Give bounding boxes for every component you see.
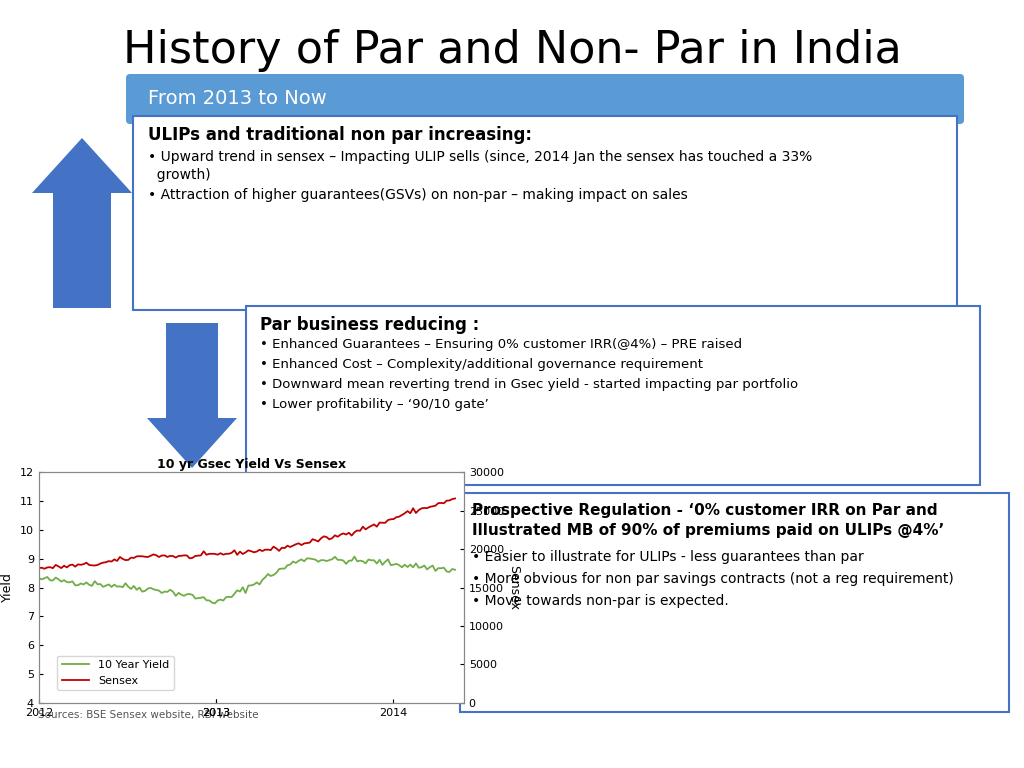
FancyBboxPatch shape — [460, 493, 1009, 712]
Text: • Easier to illustrate for ULIPs - less guarantees than par: • Easier to illustrate for ULIPs - less … — [472, 550, 864, 564]
Text: Prospective Regulation - ‘0% customer IRR on Par and: Prospective Regulation - ‘0% customer IR… — [472, 503, 938, 518]
Title: 10 yr Gsec Yield Vs Sensex: 10 yr Gsec Yield Vs Sensex — [157, 458, 346, 471]
FancyBboxPatch shape — [126, 74, 964, 124]
FancyArrow shape — [147, 323, 237, 468]
Legend: 10 Year Yield, Sensex: 10 Year Yield, Sensex — [57, 656, 174, 690]
Text: Par business reducing :: Par business reducing : — [260, 316, 479, 334]
Text: ULIPs and traditional non par increasing:: ULIPs and traditional non par increasing… — [148, 126, 532, 144]
Text: • Upward trend in sensex – Impacting ULIP sells (since, 2014 Jan the sensex has : • Upward trend in sensex – Impacting ULI… — [148, 150, 812, 164]
Y-axis label: Sensex: Sensex — [508, 565, 520, 610]
FancyArrow shape — [32, 138, 132, 308]
Text: • Attraction of higher guarantees(GSVs) on non-par – making impact on sales: • Attraction of higher guarantees(GSVs) … — [148, 188, 688, 202]
Text: History of Par and Non- Par in India: History of Par and Non- Par in India — [123, 28, 901, 71]
Text: • Enhanced Guarantees – Ensuring 0% customer IRR(@4%) – PRE raised: • Enhanced Guarantees – Ensuring 0% cust… — [260, 338, 742, 351]
FancyBboxPatch shape — [133, 116, 957, 310]
Text: Illustrated MB of 90% of premiums paid on ULIPs @4%’: Illustrated MB of 90% of premiums paid o… — [472, 523, 944, 538]
Y-axis label: Yield: Yield — [1, 573, 14, 602]
Text: growth): growth) — [148, 168, 211, 182]
Text: Sources: BSE Sensex website, RBI website: Sources: BSE Sensex website, RBI website — [38, 710, 258, 720]
Text: • Downward mean reverting trend in Gsec yield - started impacting par portfolio: • Downward mean reverting trend in Gsec … — [260, 378, 798, 391]
Text: • More obvious for non par savings contracts (not a reg requirement): • More obvious for non par savings contr… — [472, 572, 953, 586]
Text: • Lower profitability – ‘90/10 gate’: • Lower profitability – ‘90/10 gate’ — [260, 398, 488, 411]
Text: • Enhanced Cost – Complexity/additional governance requirement: • Enhanced Cost – Complexity/additional … — [260, 358, 703, 371]
Text: From 2013 to Now: From 2013 to Now — [148, 90, 327, 108]
Text: • Move towards non-par is expected.: • Move towards non-par is expected. — [472, 594, 729, 608]
FancyBboxPatch shape — [246, 306, 980, 485]
